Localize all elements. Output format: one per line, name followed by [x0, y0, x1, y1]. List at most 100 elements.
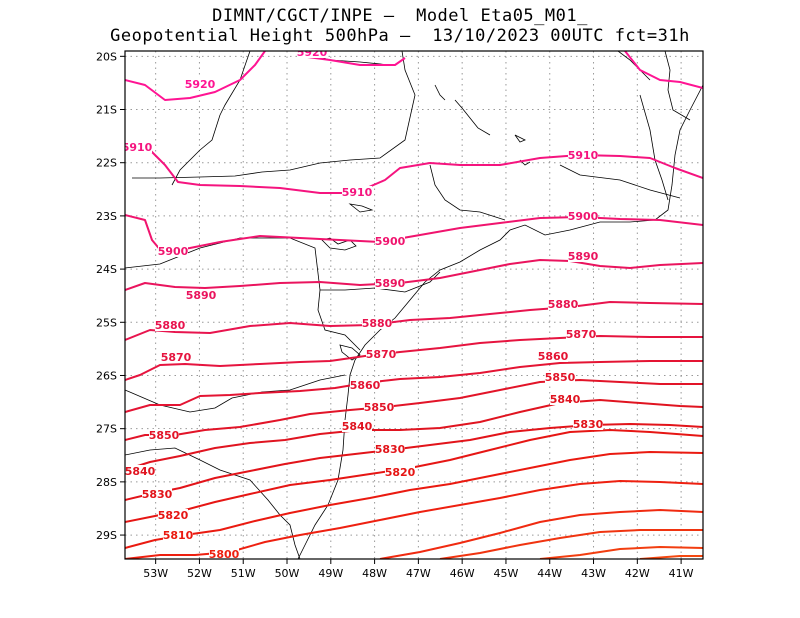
contour-label: 5870	[566, 328, 597, 341]
contour-label-background	[548, 298, 578, 310]
contour-label-background	[350, 379, 380, 391]
lat-tick-label: 29S	[96, 529, 117, 542]
contour-label: 5900	[568, 210, 599, 223]
contour-line-5810	[125, 451, 703, 549]
contour-label: 5890	[375, 277, 406, 290]
contour-line	[379, 508, 703, 559]
contour-label-background	[573, 418, 603, 430]
border-line	[320, 271, 441, 293]
lat-tick-label: 26S	[96, 369, 117, 382]
border-line	[125, 374, 346, 413]
contour-line-5920	[624, 51, 703, 89]
lat-tick-label: 25S	[96, 316, 117, 329]
contour-label: 5840	[342, 420, 373, 433]
contour-label: 5810	[163, 529, 194, 542]
chart-title-line-2: Geopotential Height 500hPa – 13/10/2023 …	[110, 26, 690, 46]
contour-line-5910	[125, 147, 703, 194]
contour-label: 5850	[149, 429, 180, 442]
coastline	[297, 84, 703, 559]
map-frame	[124, 50, 704, 560]
contour-label-background	[375, 235, 405, 247]
lat-tick-label: 24S	[96, 263, 117, 276]
contour-label-background	[385, 466, 415, 478]
contour-label: 5910	[568, 149, 599, 162]
contour-label-background	[155, 319, 185, 331]
coastline	[434, 84, 446, 101]
lon-tick-label: 49W	[318, 567, 343, 580]
contour-label-background	[538, 350, 568, 362]
contour-line-5880	[125, 301, 703, 341]
border-line	[639, 94, 669, 201]
lon-tick-label: 45W	[494, 567, 519, 580]
contour-label: 5880	[362, 317, 393, 330]
lat-tick-label: 22S	[96, 157, 117, 170]
coastline	[348, 203, 374, 213]
contour-label: 5850	[364, 401, 395, 414]
geography-lines	[125, 51, 703, 559]
contour-label: 5900	[375, 235, 406, 248]
lat-tick-label: 20S	[96, 50, 117, 63]
contour-label-background	[545, 371, 575, 383]
contour-label: 5830	[573, 418, 604, 431]
contour-label-background	[568, 250, 598, 262]
lat-tick-label: 28S	[96, 476, 117, 489]
contour-labels: 5920 5920 5910 5910 5910 5900 5900 5900 5890 5890…	[125, 46, 604, 561]
border-line	[559, 164, 681, 199]
contour-label: 5800	[209, 548, 240, 561]
contour-label-background	[342, 420, 372, 432]
lon-tick-label: 53W	[143, 567, 168, 580]
contour-label: 5850	[545, 371, 576, 384]
contour-label-background	[362, 317, 392, 329]
contour-label: 5880	[548, 298, 579, 311]
contour-label-background	[209, 548, 239, 559]
contour-label: 5900	[158, 245, 189, 258]
border-line	[429, 164, 506, 221]
contour-label: 5820	[385, 466, 416, 479]
lon-tick-label: 46W	[450, 567, 475, 580]
contour-line	[639, 555, 703, 559]
contour-line	[539, 545, 703, 559]
lon-tick-label: 44W	[537, 567, 562, 580]
lon-tick-label: 50W	[275, 567, 300, 580]
contour-line-5920	[299, 55, 406, 66]
contour-label-background	[568, 149, 598, 161]
contour-label: 5870	[161, 351, 192, 364]
lon-tick-label: 51W	[231, 567, 256, 580]
contour-line-5840	[125, 399, 703, 471]
contour-label-background	[550, 393, 580, 405]
contour-label-background	[125, 141, 152, 153]
contour-label: 5830	[375, 443, 406, 456]
contour-line-5900	[125, 214, 703, 253]
lat-tick-label: 27S	[96, 423, 117, 436]
contour-label: 5920	[297, 46, 328, 59]
lon-tick-label: 52W	[187, 567, 212, 580]
border-line	[617, 51, 651, 81]
contour-line	[439, 529, 703, 559]
contour-label: 5910	[342, 186, 373, 199]
lon-tick-label: 42W	[625, 567, 650, 580]
contour-label-background	[566, 328, 596, 340]
contour-label: 5880	[155, 319, 186, 332]
contour-label-background	[375, 277, 405, 289]
lon-tick-label: 48W	[362, 567, 387, 580]
contour-label-background	[375, 443, 405, 455]
lon-tick-label: 41W	[669, 567, 694, 580]
chart-title-line-1: DIMNT/CGCT/INPE – Model Eta05_M01_	[212, 6, 588, 26]
contour-label-background	[158, 245, 188, 257]
border-line	[125, 447, 301, 559]
axis-ticks: 53W 52W 51W 50W 49W 48W 47W 46W 45W 44W 43W 42W 41W 2…	[96, 50, 694, 580]
contour-label: 5840	[125, 465, 156, 478]
contour-label: 5870	[366, 348, 397, 361]
contour-label: 5860	[350, 379, 381, 392]
lat-lon-grid	[125, 51, 703, 559]
contour-label-background	[125, 465, 155, 477]
lon-tick-label: 47W	[406, 567, 431, 580]
contour-label: 5920	[185, 78, 216, 91]
contour-label-background	[163, 529, 193, 541]
contour-label: 5830	[142, 488, 173, 501]
contour-label: 5860	[538, 350, 569, 363]
contour-label-background	[186, 289, 216, 301]
contour-line-5920	[125, 51, 266, 101]
contour-label-background	[364, 401, 394, 413]
